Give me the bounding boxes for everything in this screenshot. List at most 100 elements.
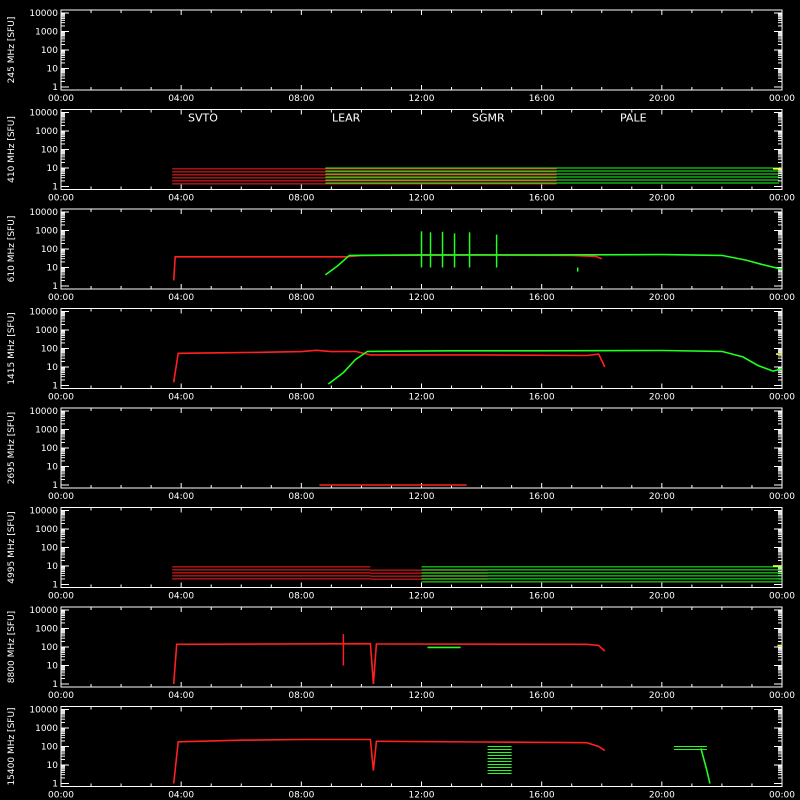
y-tick-label: 1000 (35, 227, 58, 237)
x-tick-label: 16:00 (529, 194, 555, 204)
legend-svto: SVTO (188, 112, 218, 125)
x-tick-label: 00:00 (48, 393, 74, 403)
x-tick-label: 00:00 (48, 94, 74, 104)
y-tick-label: 1000 (35, 28, 58, 38)
y-tick-label: 100 (41, 245, 58, 255)
x-tick-label: 04:00 (168, 293, 194, 303)
y-tick-label: 10000 (29, 9, 58, 19)
panel-frame (60, 407, 783, 489)
x-tick-label: 08:00 (288, 492, 314, 502)
legend-sgmr: SGMR (472, 112, 505, 125)
x-tick-label: 12:00 (409, 691, 435, 701)
x-tick-label: 16:00 (529, 592, 555, 602)
y-axis-label: 15400 MHz [SFU] (7, 707, 17, 785)
y-tick-label: 1000 (35, 625, 58, 635)
x-tick-label: 12:00 (409, 492, 435, 502)
y-tick-label: 10000 (29, 308, 58, 318)
x-tick-label: 20:00 (649, 194, 675, 204)
y-tick-label: 1 (52, 382, 58, 392)
x-tick-label: 00:00 (769, 293, 795, 303)
series-sgmr-band (325, 167, 779, 184)
x-tick-label: 16:00 (529, 293, 555, 303)
y-tick-label: 100 (41, 345, 58, 355)
x-tick-label: 00:00 (769, 492, 795, 502)
y-tick-label: 10 (47, 761, 59, 771)
y-tick-label: 10000 (29, 407, 58, 417)
x-tick-label: 20:00 (649, 393, 675, 403)
x-tick-label: 00:00 (769, 393, 795, 403)
y-tick-label: 1 (52, 680, 58, 690)
y-tick-label: 10 (47, 662, 59, 672)
y-tick-label: 10 (47, 562, 59, 572)
x-tick-label: 00:00 (48, 592, 74, 602)
series-sgmr-band (487, 746, 512, 774)
series-svto-line (172, 642, 606, 685)
y-tick-label: 1000 (35, 724, 58, 734)
x-tick-label: 08:00 (288, 293, 314, 303)
y-axis-label: 1415 MHz [SFU] (7, 312, 17, 384)
x-tick-label: 16:00 (529, 393, 555, 403)
panel-frame (60, 606, 783, 688)
y-tick-label: 10 (47, 463, 59, 473)
y-tick-label: 1 (52, 183, 58, 193)
y-tick-label: 10000 (29, 109, 58, 119)
x-tick-label: 12:00 (409, 293, 435, 303)
x-tick-label: 00:00 (769, 791, 795, 800)
y-tick-label: 1 (52, 481, 58, 491)
x-tick-label: 20:00 (649, 94, 675, 104)
y-tick-label: 1000 (35, 326, 58, 336)
x-tick-label: 12:00 (409, 194, 435, 204)
x-tick-label: 08:00 (288, 194, 314, 204)
x-tick-label: 04:00 (168, 791, 194, 800)
x-tick-label: 20:00 (649, 492, 675, 502)
y-tick-label: 100 (41, 444, 58, 454)
y-tick-label: 1 (52, 282, 58, 292)
x-tick-label: 04:00 (168, 592, 194, 602)
legend-lear: LEAR (332, 112, 361, 125)
x-tick-label: 00:00 (769, 592, 795, 602)
series-svto-band (172, 168, 557, 185)
series-svto-line (172, 254, 603, 281)
y-tick-label: 1 (52, 83, 58, 93)
series-sgmr-line (700, 748, 711, 784)
x-tick-label: 20:00 (649, 592, 675, 602)
y-tick-label: 10 (47, 65, 59, 75)
y-tick-label: 1 (52, 581, 58, 591)
series-svto-line (172, 738, 606, 784)
x-tick-label: 04:00 (168, 492, 194, 502)
y-tick-label: 100 (41, 544, 58, 554)
y-tick-label: 10000 (29, 706, 58, 716)
x-tick-label: 12:00 (409, 791, 435, 800)
x-tick-label: 00:00 (48, 293, 74, 303)
series-sgmr-band (673, 746, 707, 750)
y-axis-label: 610 MHz [SFU] (7, 216, 17, 283)
y-axis-label: 245 MHz [SFU] (7, 17, 17, 84)
x-tick-label: 20:00 (649, 293, 675, 303)
x-tick-label: 08:00 (288, 791, 314, 800)
y-tick-label: 1 (52, 780, 58, 790)
y-tick-label: 10000 (29, 507, 58, 517)
series-svto-band (172, 566, 371, 580)
x-tick-label: 16:00 (529, 691, 555, 701)
y-axis-label: 4995 MHz [SFU] (7, 511, 17, 583)
x-tick-label: 00:00 (769, 691, 795, 701)
x-tick-label: 08:00 (288, 94, 314, 104)
y-tick-label: 1000 (35, 127, 58, 137)
x-tick-label: 00:00 (48, 492, 74, 502)
y-tick-label: 10000 (29, 208, 58, 218)
y-tick-label: 100 (41, 146, 58, 156)
x-tick-label: 04:00 (168, 94, 194, 104)
series-svto-line (172, 349, 606, 383)
x-tick-label: 00:00 (48, 691, 74, 701)
legend-pale: PALE (620, 112, 647, 125)
y-tick-label: 100 (41, 643, 58, 653)
x-tick-label: 20:00 (649, 691, 675, 701)
x-tick-label: 04:00 (168, 691, 194, 701)
